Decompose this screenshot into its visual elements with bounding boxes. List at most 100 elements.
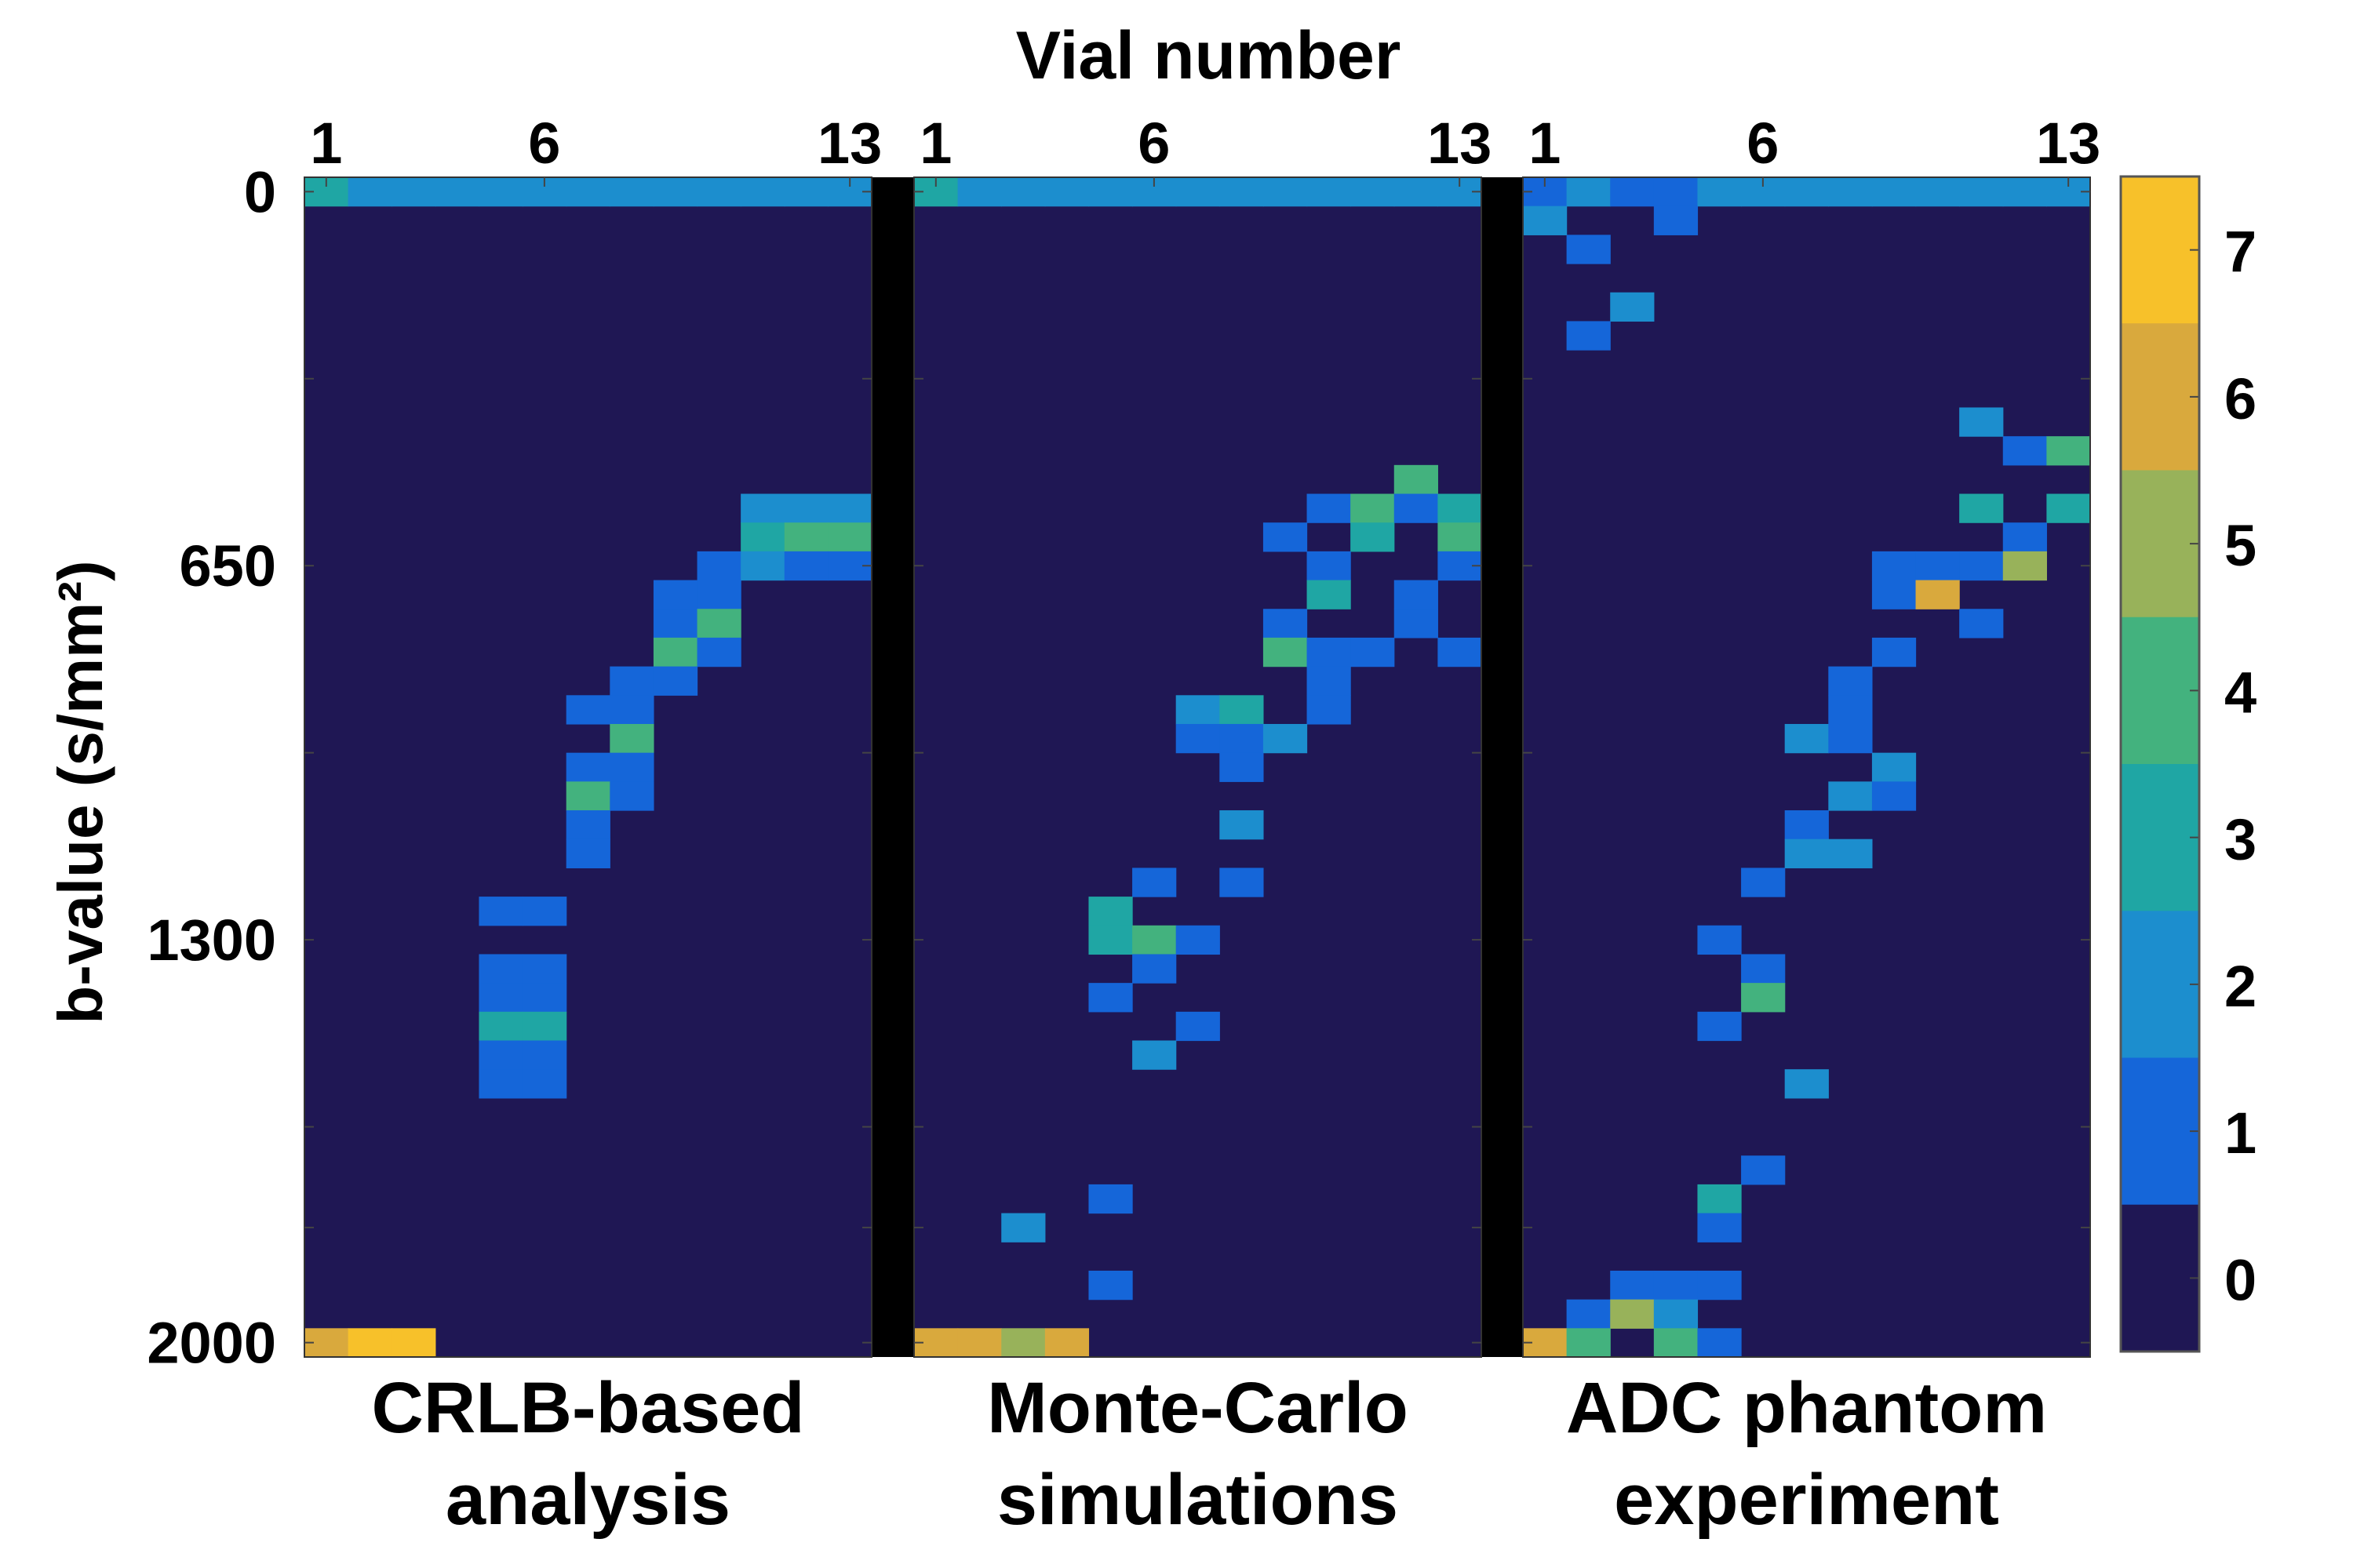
heatmap-cell	[1959, 177, 2004, 207]
heatmap-cell	[523, 1069, 567, 1099]
heatmap-cell	[1350, 637, 1395, 668]
heatmap-cell	[1175, 695, 1220, 725]
heatmap-cell	[1871, 637, 1917, 668]
heatmap-cell	[2046, 436, 2091, 466]
heatmap-cell	[697, 609, 741, 638]
heatmap-cell	[1350, 522, 1395, 552]
colorbar-swatch	[2121, 176, 2199, 324]
heatmap-cell	[1871, 752, 1917, 782]
heatmap-cell	[1741, 1155, 1786, 1185]
heatmap-cell	[1959, 609, 2004, 638]
heatmap-cell	[1784, 839, 1829, 868]
heatmap-cell	[1393, 177, 1438, 207]
heatmap-cell	[1132, 925, 1177, 955]
colorbar-tick-label: 4	[2224, 660, 2256, 725]
heatmap-cell	[566, 781, 610, 811]
heatmap-cell	[1132, 1040, 1177, 1070]
heatmap-cell	[1741, 983, 1786, 1013]
heatmap-cell	[653, 637, 698, 668]
heatmap-cell	[1219, 868, 1264, 897]
colorbar-tick-label: 5	[2224, 513, 2256, 578]
heatmap-cell	[1262, 723, 1308, 754]
heatmap-cell	[957, 1328, 1002, 1358]
heatmap-cell	[1306, 695, 1351, 725]
heatmap-cell	[1088, 925, 1133, 955]
colorbar-swatch	[2121, 617, 2199, 765]
heatmap-cell	[957, 177, 1002, 207]
heatmap-cell	[2002, 551, 2047, 581]
heatmap-cell	[1044, 1328, 1090, 1358]
heatmap-cell	[1697, 925, 1742, 955]
heatmap-cell	[1262, 177, 1308, 207]
colorbar-tick-label: 6	[2224, 366, 2256, 431]
heatmap-cell	[697, 637, 741, 668]
heatmap-cell	[2046, 493, 2091, 523]
heatmap-cell	[1915, 580, 1960, 609]
heatmap-cell	[741, 551, 785, 581]
heatmap-cell	[1959, 551, 2004, 581]
heatmap-cell	[1393, 609, 1438, 638]
heatmap-cell	[653, 666, 698, 696]
y-axis-label: b-value (s/mm²)	[46, 560, 115, 1024]
heatmap-cell	[1566, 1328, 1611, 1358]
heatmap-cell	[610, 695, 654, 725]
heatmap-cell	[2002, 177, 2047, 207]
heatmap-cell	[523, 1011, 567, 1042]
heatmap-cell	[1784, 177, 1829, 207]
heatmap-cell	[1697, 1270, 1742, 1301]
panel-caption: analysis	[446, 1460, 730, 1540]
colorbar-swatch	[2121, 1204, 2199, 1352]
heatmap-cell	[1393, 580, 1438, 609]
heatmap-cell	[1784, 810, 1829, 840]
x-tick-label: 6	[1138, 111, 1170, 176]
heatmap-cell	[1219, 752, 1264, 782]
x-tick-label: 1	[920, 111, 952, 176]
x-tick-label: 13	[2036, 111, 2100, 176]
heatmap-cell	[566, 810, 610, 840]
heatmap-cell	[523, 954, 567, 984]
x-tick-label: 6	[528, 111, 560, 176]
heatmap-cell	[1828, 781, 1873, 811]
heatmap-cell	[479, 1069, 523, 1099]
heatmap-cell	[392, 1328, 436, 1358]
heatmap-cell	[784, 177, 829, 207]
heatmap-cell	[479, 1040, 523, 1070]
heatmap-cell	[1088, 177, 1133, 207]
heatmap-cell	[1219, 177, 1264, 207]
panel-caption: ADC phantom	[1566, 1368, 2047, 1448]
heatmap-cell	[1306, 551, 1351, 581]
heatmap-cell	[1653, 177, 1699, 207]
y-tick-label: 1300	[147, 908, 276, 973]
heatmap-cell	[1306, 637, 1351, 668]
heatmap-cell	[1610, 177, 1655, 207]
heatmap-cell	[1393, 464, 1438, 495]
heatmap-cell	[1828, 666, 1873, 696]
heatmap-cell	[1871, 551, 1917, 581]
heatmap-cell	[523, 897, 567, 926]
heatmap-cell	[1828, 695, 1873, 725]
heatmap-cell	[1262, 522, 1308, 552]
heatmap-cell	[566, 839, 610, 868]
heatmap-cell	[653, 580, 698, 609]
heatmap-cell	[1610, 1299, 1655, 1329]
heatmap-cell	[1871, 177, 1917, 207]
heatmap-cell	[479, 897, 523, 926]
panel-separator	[1481, 177, 1523, 1357]
x-tick-label: 6	[1747, 111, 1779, 176]
heatmap-cell	[2002, 522, 2047, 552]
heatmap-cell	[741, 522, 785, 552]
heatmap-cell	[1828, 839, 1873, 868]
heatmap-panel-2: 1 6 13 Monte-Carlo simulations	[913, 111, 1492, 1540]
heatmap-cell	[2002, 436, 2047, 466]
heatmap-cell	[1262, 637, 1308, 668]
heatmap-cell	[1306, 177, 1351, 207]
colorbar-tick-label: 3	[2224, 807, 2256, 872]
colorbar-swatch	[2121, 1057, 2199, 1206]
heatmap-cell	[479, 983, 523, 1013]
heatmap-cell	[1741, 868, 1786, 897]
heatmap-cell	[697, 580, 741, 609]
heatmap-cell	[1350, 177, 1395, 207]
heatmap-cell	[566, 177, 610, 207]
heatmap-cell	[1566, 235, 1611, 264]
heatmap-cell	[479, 954, 523, 984]
